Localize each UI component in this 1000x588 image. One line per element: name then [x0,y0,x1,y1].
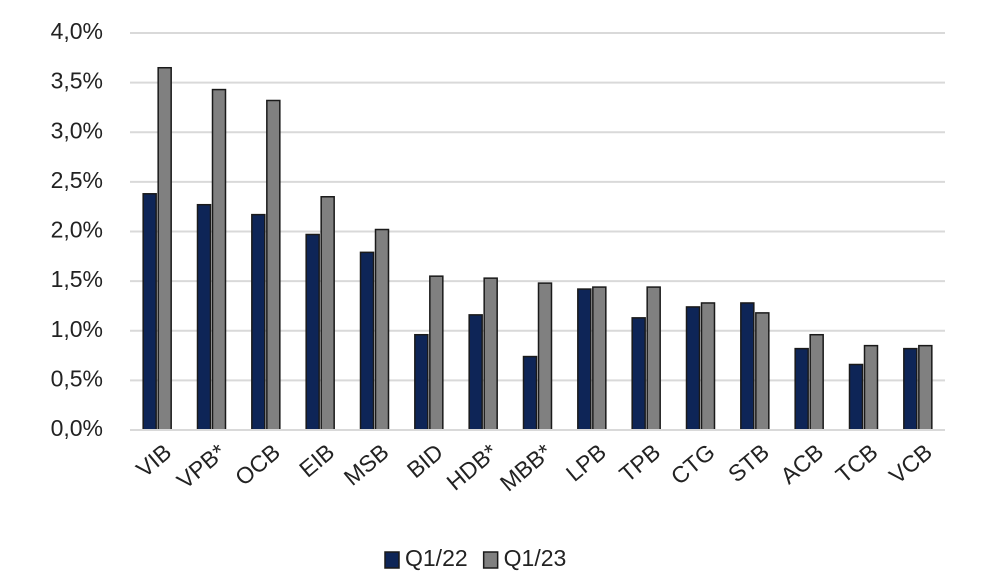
bar [537,282,553,431]
bar [414,333,429,431]
bar [794,347,809,431]
legend-swatch [384,551,400,569]
bar [755,312,770,431]
legend-label: Q1/22 [405,545,468,571]
x-tick-label: HDB* [442,439,503,496]
bar [320,196,335,431]
y-tick-label: 1,0% [51,316,103,342]
x-tick-label: STB [723,439,774,488]
x-tick-label: LPB [561,439,611,487]
bar [646,286,661,431]
y-tick-label: 3,0% [51,117,103,143]
legend-label: Q1/23 [504,545,567,571]
bar [359,251,375,431]
y-tick-label: 1,5% [51,266,103,292]
x-tick-label: MSB [339,439,394,491]
bar [685,306,701,431]
bar [700,302,716,431]
bar [483,277,498,431]
y-tick-label: 2,0% [51,217,103,243]
x-tick-label: VPB* [172,439,231,494]
bar [863,344,879,431]
x-tick-label: TPB [614,439,665,488]
bar [577,288,592,431]
bar [157,66,172,431]
bar [809,333,824,431]
x-tick-label: OCB [230,439,285,491]
bar [142,193,157,431]
bar [468,314,483,431]
x-tick-label: ACB [775,439,828,489]
x-tick-label: MBB* [495,439,557,497]
bar [429,275,444,431]
bar [740,302,755,431]
y-tick-label: 0,5% [51,365,103,391]
x-tick-label: TCB [831,439,883,488]
y-tick-label: 3,5% [51,68,103,94]
bar [631,317,646,431]
legend-swatch [482,551,499,569]
bar [211,88,227,431]
bar [374,228,390,431]
bar [266,99,281,431]
bar [196,203,212,431]
bar [848,363,864,431]
x-tick-label: CTG [666,439,720,490]
bar [305,233,320,431]
bar [918,344,933,431]
bar [592,286,607,431]
x-tick-label: EIB [294,439,339,483]
bar [251,213,266,431]
x-tick-label: VCB [884,439,937,489]
x-tick-label: VIB [131,439,176,483]
y-tick-label: 2,5% [51,167,103,193]
bar [903,347,918,431]
y-tick-label: 4,0% [51,18,103,44]
bar [522,355,538,431]
y-tick-label: 0,0% [51,415,103,441]
